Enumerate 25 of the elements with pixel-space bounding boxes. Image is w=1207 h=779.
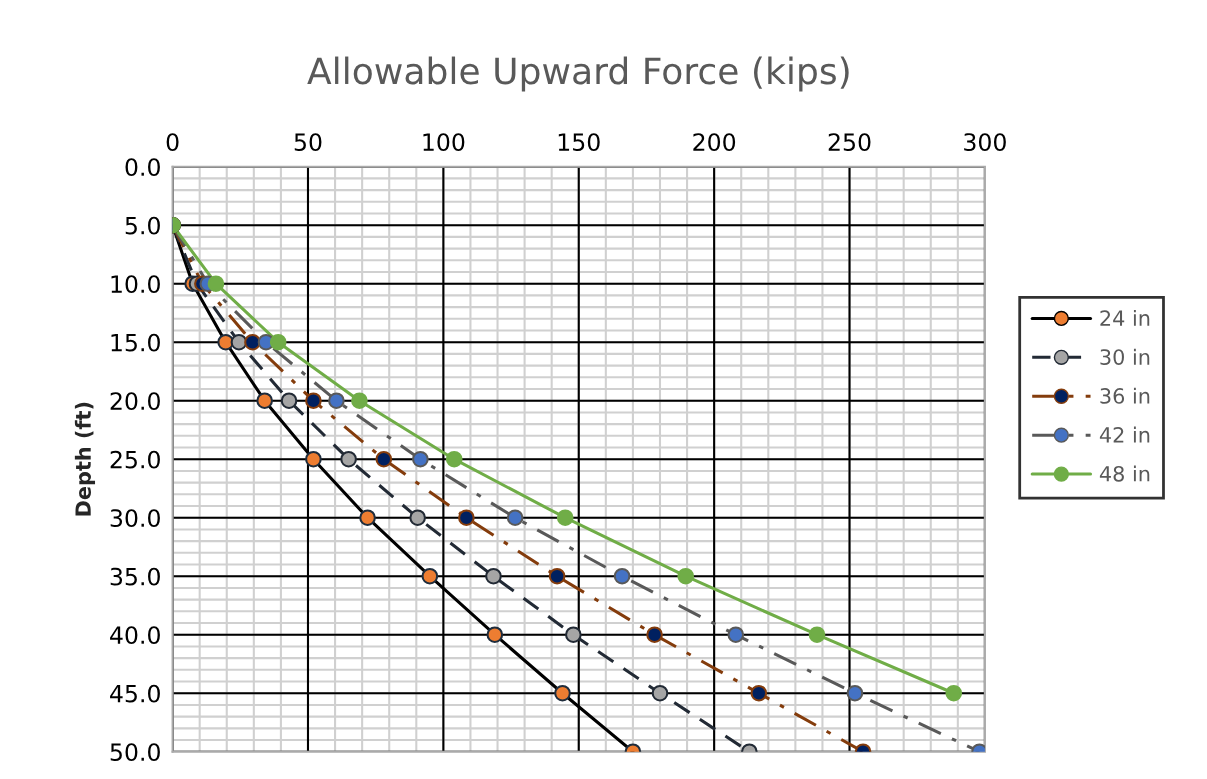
y-tick-label: 45.0 — [110, 684, 160, 703]
x-tick-label: 100 — [423, 133, 465, 152]
legend-label: 30 in — [1100, 348, 1150, 365]
x-tick-label: 250 — [828, 133, 871, 152]
y-tick-label: 10.0 — [111, 275, 160, 294]
y-tick-label: 50.0 — [110, 743, 160, 762]
x-tick-label: 200 — [693, 133, 736, 152]
y-tick-label: 0.0 — [125, 158, 160, 177]
y-tick-label: 15.0 — [111, 333, 160, 352]
x-tick-label: 50 — [294, 133, 322, 152]
x-tick-label: 300 — [964, 133, 1006, 152]
y-tick-label: 35.0 — [110, 567, 160, 586]
legend-label: 42 in — [1099, 426, 1150, 443]
legend-label: 24 in — [1100, 309, 1150, 326]
y-axis-title: Depth (ft) — [74, 402, 96, 516]
y-tick-label: 5.0 — [125, 216, 160, 235]
y-tick-label: 20.0 — [110, 392, 160, 411]
x-tick-label: 0 — [166, 133, 179, 152]
legend-label: 48 in — [1099, 465, 1150, 482]
y-tick-label: 25.0 — [110, 450, 160, 469]
chart-title: Allowable Upward Force (kips) — [307, 56, 849, 92]
y-tick-label: 40.0 — [110, 626, 160, 645]
x-tick-label: 150 — [558, 133, 600, 152]
y-tick-label: 30.0 — [110, 509, 160, 528]
legend-label: 36 in — [1100, 387, 1150, 404]
